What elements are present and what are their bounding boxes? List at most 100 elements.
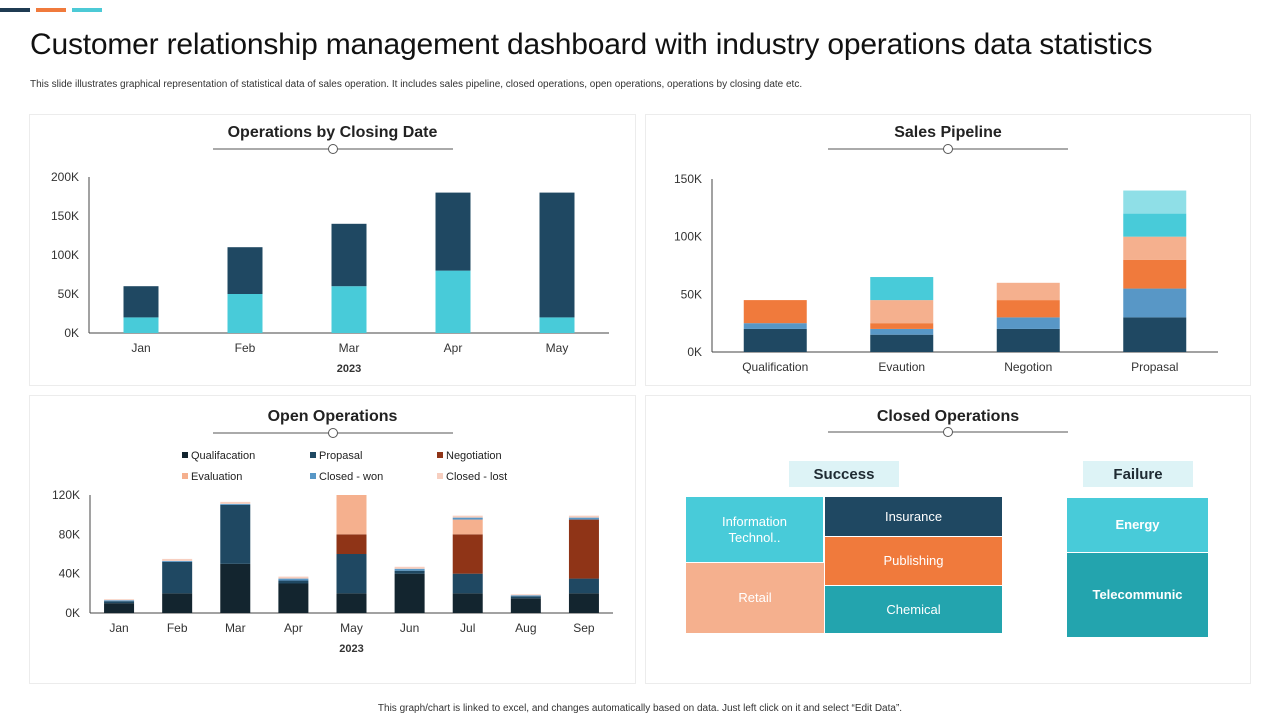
bar-segment-jan-lower [123, 317, 159, 333]
bar-segment-jun-closed-lost [394, 566, 425, 569]
bar-segment-feb-upper [227, 247, 263, 294]
bar-segment-propasal-s2 [1123, 288, 1187, 318]
x-tick-label: Qualification [742, 360, 808, 374]
x-tick-label: Propasal [1131, 360, 1178, 374]
bar-segment-sep-qualifacation [568, 593, 599, 613]
x-axis-label: 2023 [337, 363, 361, 375]
x-tick-label: Jul [460, 621, 475, 635]
bar-segment-apr-closed-lost [278, 576, 309, 579]
bar-segment-may-lower [539, 317, 575, 333]
treemap-tile-chemical[interactable]: Chemical [825, 586, 1002, 633]
x-axis-label: 2023 [339, 643, 363, 655]
bar-segment-mar-qualifacation [220, 563, 251, 613]
bar-segment-jan-closed-lost [104, 599, 135, 601]
bar-segment-sep-negotiation [568, 519, 599, 579]
bar-segment-may-propasal [336, 554, 367, 594]
bar-segment-negotion-s1 [996, 328, 1060, 352]
x-tick-label: May [546, 341, 569, 355]
open-operations-chart[interactable]: Qualifacation Propasal Negotiation Evaluati… [30, 396, 635, 683]
bar-segment-sep-propasal [568, 578, 599, 594]
bar-segment-may-qualifacation [336, 593, 367, 613]
x-tick-label: Apr [444, 341, 463, 355]
bar-segment-jul-closed-won [452, 517, 483, 520]
bar-segment-jul-negotiation [452, 534, 483, 574]
legend-label: Evaluation [191, 471, 242, 483]
treemap-tile-telecommunication[interactable]: Telecommunic [1067, 553, 1208, 637]
legend-swatch [310, 473, 316, 479]
bar-segment-qualification-s2 [743, 323, 807, 329]
treemap-tile-retail[interactable]: Retail [686, 563, 825, 633]
title-divider-knob [328, 144, 338, 154]
x-tick-label: Apr [284, 621, 303, 635]
x-tick-label: Jan [131, 341, 150, 355]
bar-segment-evaution-s5 [870, 277, 934, 301]
bar-segment-jul-closed-lost [452, 515, 483, 518]
bar-segment-propasal-s5 [1123, 213, 1187, 237]
panel-sales-pipeline: Sales Pipeline 0K 50K 100K 150K Qualificatio… [645, 114, 1251, 386]
page-title: Customer relationship management dashboa… [30, 28, 1153, 61]
bar-segment-may-upper [539, 192, 575, 318]
bar-segment-may-negotiation [336, 534, 367, 554]
bar-segment-negotion-s2 [996, 317, 1060, 329]
y-tick-label: 0K [687, 345, 702, 359]
legend-label: Negotiation [446, 450, 502, 462]
title-divider-knob [943, 427, 953, 437]
bar-segment-feb-closed-won [162, 560, 193, 562]
bar-segment-feb-lower [227, 294, 263, 333]
bar-segment-jun-closed-won [394, 568, 425, 571]
y-tick-label: 80K [59, 527, 80, 541]
bar-segment-jun-propasal [394, 570, 425, 574]
x-tick-label: Evaution [878, 360, 925, 374]
y-tick-label: 0K [64, 326, 79, 340]
failure-group-label: Failure [1083, 461, 1193, 487]
bar-segment-jul-evaluation [452, 519, 483, 535]
bar-segment-aug-qualifacation [510, 598, 541, 613]
bar-segment-jan-closed-won [104, 600, 135, 602]
bar-segment-qualification-s1 [743, 328, 807, 352]
bar-segment-jan-propasal [104, 601, 135, 604]
bar-segment-evaution-s3 [870, 323, 934, 329]
bar-segment-jun-qualifacation [394, 573, 425, 613]
y-tick-label: 200K [51, 170, 79, 184]
legend-swatch [310, 452, 316, 458]
y-tick-label: 120K [52, 488, 80, 502]
accent-bar-1 [0, 8, 30, 12]
treemap-tile-information-technology[interactable]: Information Technol.. [686, 497, 824, 562]
y-tick-label: 0K [65, 606, 80, 620]
bar-segment-may-evaluation [336, 495, 367, 535]
treemap-tile-energy[interactable]: Energy [1067, 498, 1208, 552]
closing-date-chart[interactable]: 0K 50K 100K 150K 200K Jan Feb Mar Apr May 2023 [30, 115, 635, 385]
title-divider-knob [328, 428, 338, 438]
bar-segment-jul-propasal [452, 573, 483, 594]
success-group-label: Success [789, 461, 899, 487]
panel-closing-date: Operations by Closing Date 0K 50K 100K 150K… [29, 114, 636, 386]
bar-segment-mar-lower [331, 286, 367, 333]
title-divider-knob [943, 144, 953, 154]
x-tick-label: Jun [400, 621, 419, 635]
bar-segment-feb-qualifacation [162, 593, 193, 613]
bar-segment-feb-propasal [162, 561, 193, 594]
closed-operations-divider [828, 427, 1068, 437]
bar-segment-apr-upper [435, 192, 471, 271]
page-subtitle: This slide illustrates graphical represe… [30, 79, 803, 90]
x-tick-label: Jan [109, 621, 128, 635]
bar-segment-mar-upper [331, 223, 367, 287]
bar-segment-evaution-s1 [870, 334, 934, 352]
chart-title: Open Operations [267, 408, 398, 425]
legend-swatch [182, 473, 188, 479]
bar-segment-mar-propasal [220, 504, 251, 564]
legend-label: Closed - lost [446, 471, 507, 483]
sales-pipeline-chart[interactable]: 0K 50K 100K 150K Qualification Evaution Negoti… [646, 115, 1250, 385]
y-tick-label: 50K [58, 287, 79, 301]
bar-segment-sep-closed-won [568, 517, 599, 520]
bar-segment-jan-upper [123, 286, 159, 318]
treemap-tile-publishing[interactable]: Publishing [825, 537, 1002, 585]
bar-segment-mar-closed-won [220, 503, 251, 505]
treemap-tile-insurance[interactable]: Insurance [825, 497, 1002, 536]
x-tick-label: Negotion [1004, 360, 1052, 374]
bar-segment-jan-qualifacation [104, 603, 135, 613]
legend-label: Qualifacation [191, 450, 255, 462]
bar-segment-jul-qualifacation [452, 593, 483, 613]
y-tick-label: 150K [674, 172, 702, 186]
y-tick-label: 40K [59, 567, 80, 581]
